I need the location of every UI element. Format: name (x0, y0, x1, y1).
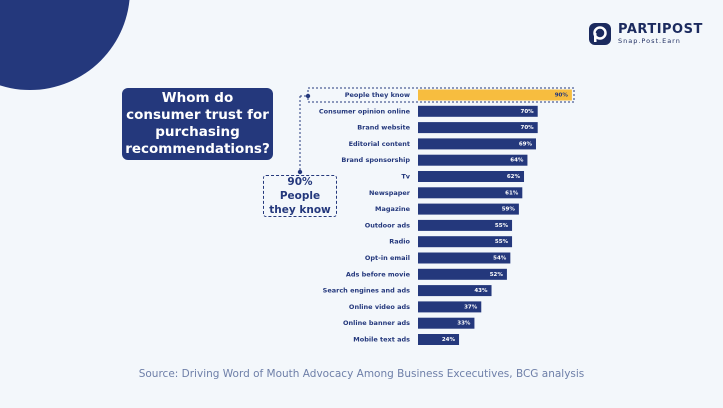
value-label: 59% (502, 207, 516, 213)
logo-name: PARTIPOST (618, 21, 703, 37)
value-label: 69% (519, 141, 533, 147)
value-label: 55% (495, 239, 509, 245)
value-label: 55% (495, 223, 509, 229)
bar (418, 317, 475, 329)
bar (418, 252, 511, 264)
source: Source: Driving Word of Mouth Advocacy A… (138, 368, 585, 380)
value-label: 24% (442, 337, 456, 343)
connector-dot (305, 93, 311, 99)
bar (418, 138, 536, 150)
bar (418, 154, 528, 166)
category-label: People they know (345, 91, 410, 99)
bar (418, 89, 572, 101)
bar (418, 285, 492, 297)
logo-icon (589, 23, 611, 45)
bar (418, 203, 519, 215)
category-label: Opt-in email (365, 254, 410, 262)
bar (418, 171, 525, 182)
bar (418, 122, 538, 134)
value-label: 70% (521, 125, 535, 131)
category-label: Brand sponsorship (341, 156, 410, 164)
bar (418, 301, 482, 313)
category-label: Ads before movie (346, 270, 411, 278)
connector-dot (297, 169, 303, 175)
value-label: 70% (521, 109, 535, 115)
category-label: Tv (401, 173, 410, 181)
bar (418, 236, 513, 248)
value-label: 61% (505, 190, 519, 196)
category-label: Online video ads (349, 303, 410, 311)
bar (418, 268, 507, 280)
value-label: 64% (510, 158, 524, 164)
value-label: 52% (490, 272, 504, 278)
category-label: Search engines and ads (323, 287, 410, 295)
value-label: 43% (474, 288, 488, 294)
value-label: 37% (464, 304, 478, 310)
category-label: Radio (389, 238, 410, 246)
category-label: Brand website (357, 124, 410, 132)
chart-title: Whom do consumer trust for purchasing re… (122, 88, 273, 160)
value-label: 33% (457, 321, 471, 327)
bar (418, 219, 513, 231)
bar (418, 334, 460, 345)
logo: PARTIPOST Snap.Post.Earn (588, 22, 703, 46)
category-label: Magazine (375, 205, 411, 213)
category-label: Outdoor ads (365, 221, 410, 229)
category-label: Consumer opinion online (319, 107, 411, 115)
bar (418, 187, 523, 199)
category-label: Online banner ads (343, 319, 410, 327)
value-label: 62% (507, 174, 521, 180)
value-label: 90% (555, 93, 569, 99)
category-label: Newspaper (369, 189, 411, 197)
annotation: 90% People they know (263, 175, 337, 217)
category-label: Editorial content (349, 140, 410, 148)
logo-tagline: Snap.Post.Earn (618, 36, 681, 45)
value-label: 54% (493, 256, 507, 262)
category-label: Mobile text ads (353, 336, 410, 344)
bar (418, 105, 538, 117)
